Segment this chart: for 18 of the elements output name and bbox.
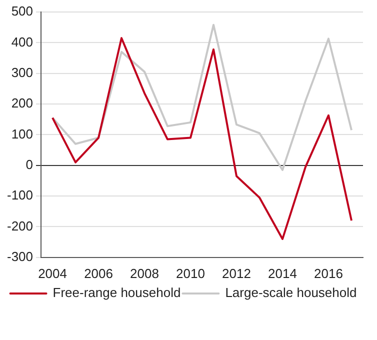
x-tick-label: 2006 xyxy=(84,266,113,281)
legend-label: Large-scale household xyxy=(225,285,357,300)
y-tick-label: 300 xyxy=(11,64,34,80)
x-tick-label: 2010 xyxy=(176,266,205,281)
x-tick-label: 2008 xyxy=(130,266,159,281)
x-tick-label: 2004 xyxy=(38,266,67,281)
legend-label: Free-range household xyxy=(52,285,181,300)
y-tick-label: -100 xyxy=(6,188,34,203)
y-tick-label: -200 xyxy=(6,218,34,234)
x-tick-label: 2016 xyxy=(314,266,343,281)
x-tick-label: 2012 xyxy=(222,266,251,281)
y-tick-label: -300 xyxy=(6,248,34,264)
y-tick-label: 500 xyxy=(11,4,34,19)
y-tick-label: 100 xyxy=(11,126,34,142)
y-tick-label: 0 xyxy=(26,156,34,172)
y-tick-label: 200 xyxy=(11,96,34,111)
y-tick-label: 400 xyxy=(11,34,34,50)
x-tick-label: 2014 xyxy=(268,266,297,281)
